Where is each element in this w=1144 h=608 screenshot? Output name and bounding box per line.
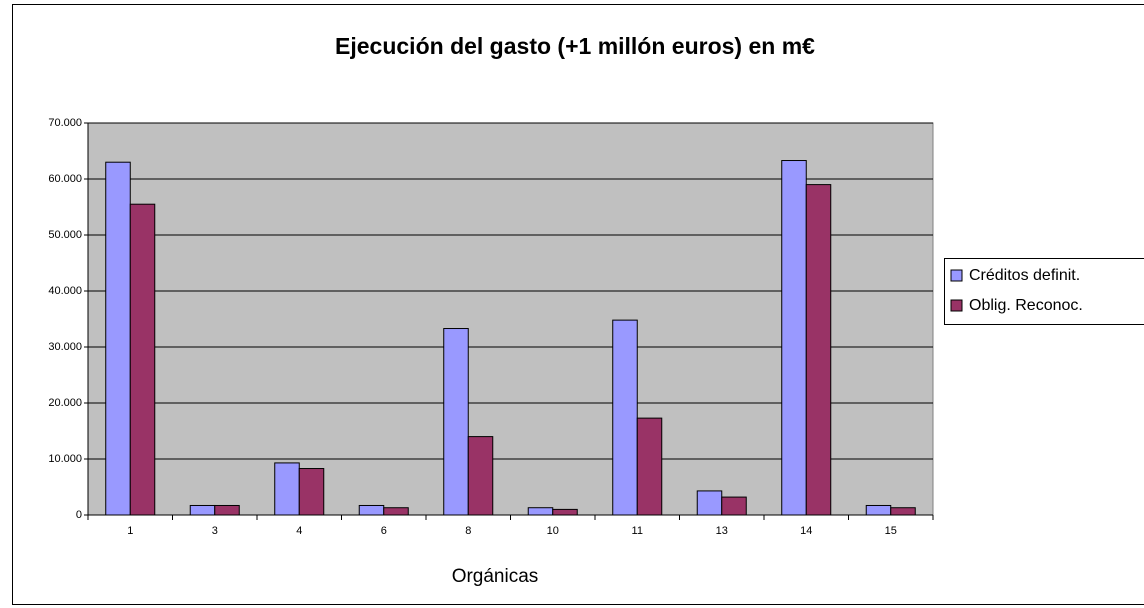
chart-title: Ejecución del gasto (+1 millón euros) en… [335, 33, 815, 59]
x-tick-label: 6 [381, 525, 387, 537]
bar [805, 184, 832, 516]
legend-swatch [950, 269, 963, 282]
bar [189, 504, 216, 516]
x-tick-label: 1 [127, 525, 133, 537]
legend-box [944, 258, 1144, 325]
x-tick-label: 14 [800, 525, 812, 537]
x-tick-label: 3 [212, 525, 218, 537]
bar [214, 504, 240, 516]
y-tick-label: 10.000 [48, 453, 82, 465]
legend-label: Créditos definit. [969, 267, 1080, 284]
bar [781, 160, 807, 516]
y-tick-label: 70.000 [48, 117, 82, 129]
bar [890, 507, 916, 516]
y-tick-label: 40.000 [48, 285, 82, 297]
bar [443, 328, 469, 516]
bar [696, 490, 723, 516]
bar [358, 504, 385, 516]
x-tick-label: 13 [716, 525, 728, 537]
bar [298, 468, 325, 516]
x-tick-label: 11 [632, 525, 643, 537]
x-axis-label: Orgánicas [452, 566, 539, 587]
bar [274, 462, 300, 516]
bar [105, 161, 131, 516]
bar [865, 504, 892, 516]
y-tick-label: 20.000 [48, 397, 82, 409]
bar [527, 507, 554, 516]
bar [383, 507, 409, 516]
bar [552, 508, 578, 516]
x-tick-label: 15 [885, 525, 897, 537]
bar [467, 436, 494, 516]
x-tick-label: 4 [296, 525, 302, 537]
bar [129, 203, 156, 516]
bar [636, 417, 663, 516]
bar [721, 496, 747, 516]
y-tick-label: 50.000 [48, 229, 82, 241]
y-tick-label: 0 [76, 509, 82, 521]
legend-swatch [950, 299, 963, 312]
y-tick-label: 60.000 [48, 173, 82, 185]
x-tick-label: 8 [465, 525, 471, 537]
y-tick-label: 30.000 [48, 341, 82, 353]
x-tick-label: 10 [547, 525, 559, 537]
legend-label: Oblig. Reconoc. [969, 297, 1083, 314]
bar [612, 319, 638, 516]
